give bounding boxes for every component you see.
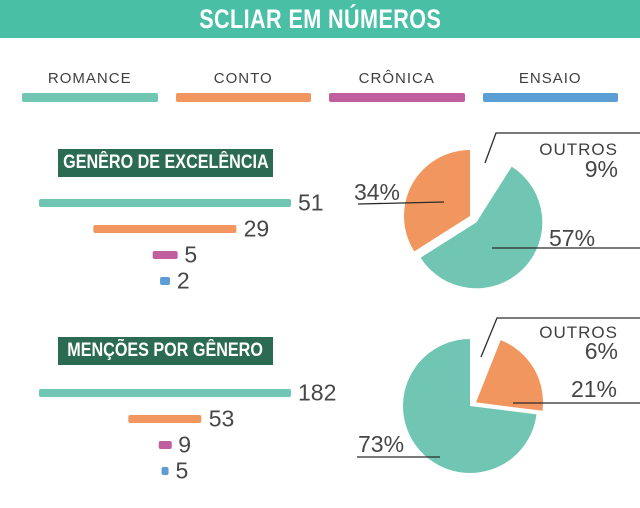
legend-label: CRÔNICA — [358, 70, 435, 87]
legend-item-cronica: CRÔNICA — [329, 70, 465, 102]
pie-label-romance-pct: 73% — [358, 431, 405, 457]
page-title: SCLIAR EM NÚMEROS — [198, 3, 441, 34]
bar-row: 5 — [0, 242, 330, 268]
legend-swatch-cronica — [329, 92, 465, 102]
pie-label-romance-pct: 57% — [549, 225, 596, 251]
legend-label: ENSAIO — [518, 70, 582, 87]
bar-romance — [39, 389, 291, 397]
bar-row: 182 — [0, 380, 336, 406]
pie-slice-romance — [403, 339, 537, 473]
bar-value-romance: 182 — [298, 379, 337, 406]
pie-label-outros-pct: 6% — [584, 338, 618, 364]
header-banner: SCLIAR EM NÚMEROS — [0, 0, 640, 38]
pie-label-outros: OUTROS — [539, 323, 618, 342]
pie-chart-genero-de-excelencia — [357, 132, 640, 289]
bar-cronica — [152, 251, 178, 259]
bar-romance — [39, 199, 291, 207]
pie-slice-conto — [476, 340, 544, 411]
pie-label-outros: OUTROS — [539, 140, 618, 159]
bar-row: 5 — [0, 458, 330, 484]
legend-item-ensaio: ENSAIO — [482, 70, 618, 102]
legend-item-conto: CONTO — [175, 70, 311, 102]
bar-value-romance: 51 — [298, 189, 324, 216]
bar-cronica — [158, 441, 172, 449]
bar-value-cronica: 5 — [184, 241, 198, 268]
pie-slice-romance — [420, 166, 543, 289]
legend-label: CONTO — [213, 70, 273, 87]
section-title-box-mencoes-por-genero: MENÇÕES POR GÊNERO — [58, 337, 273, 365]
bar-value-conto: 29 — [243, 215, 270, 242]
legend-swatch-romance — [22, 92, 158, 102]
leader-line-outros — [484, 132, 640, 164]
bar-value-ensaio: 2 — [176, 267, 190, 294]
section-title-box-genero-de-excelencia: GENÊRO DE EXCELÊNCIA — [58, 149, 273, 177]
bar-value-cronica: 9 — [178, 431, 191, 458]
bar-ensaio — [161, 467, 169, 475]
section-title: GENÊRO DE EXCELÊNCIA — [62, 152, 269, 173]
bar-conto — [128, 415, 202, 423]
bar-chart-mencoes-por-genero: 182 53 9 5 — [0, 380, 336, 484]
bar-value-conto: 53 — [208, 405, 235, 432]
bar-row: 29 — [0, 216, 330, 242]
bar-value-ensaio: 5 — [175, 457, 189, 484]
leader-line-conto — [357, 201, 445, 205]
legend-swatch-conto — [175, 92, 311, 102]
legend: ROMANCE CONTO CRÔNICA ENSAIO — [22, 70, 618, 102]
pie-label-conto-pct: 34% — [353, 179, 400, 205]
bar-chart-genero-de-excelencia: 51 29 5 2 — [0, 190, 330, 294]
legend-swatch-ensaio — [482, 92, 618, 102]
legend-label: ROMANCE — [47, 70, 132, 87]
pie-label-conto-pct: 21% — [570, 376, 617, 402]
bar-row: 2 — [0, 268, 330, 294]
bar-row: 53 — [0, 406, 330, 432]
bar-conto — [93, 225, 237, 233]
bar-row: 51 — [0, 190, 330, 216]
legend-item-romance: ROMANCE — [22, 70, 158, 102]
section-title: MENÇÕES POR GÊNERO — [67, 340, 264, 361]
pie-chart-mencoes-por-genero — [357, 317, 640, 473]
pie-slice-conto — [404, 150, 470, 252]
bar-row: 9 — [0, 432, 330, 458]
pie-label-outros-pct: 9% — [584, 156, 618, 182]
leader-line-outros — [480, 317, 640, 358]
bar-ensaio — [160, 277, 170, 285]
